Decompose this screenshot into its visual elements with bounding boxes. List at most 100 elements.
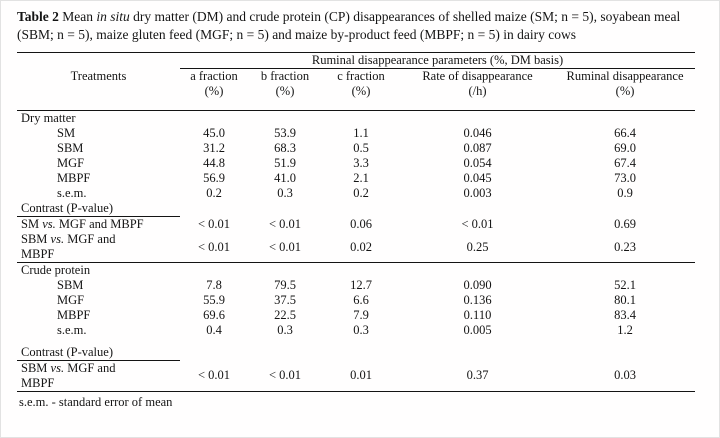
contrast-post: MGF and [64, 361, 116, 375]
value-c-fraction: 6.6 [353, 293, 369, 307]
table-row-sem: s.e.m. 0.4 0.3 0.3 0.005 1.2 [17, 323, 695, 338]
contrast-label-line2: MBPF [21, 247, 55, 261]
value-rate: 0.110 [463, 308, 492, 322]
value-b-fraction: 51.9 [274, 156, 296, 170]
treatment-label: s.e.m. [57, 323, 87, 337]
contrast-vs: vs. [50, 361, 65, 375]
value-a-fraction: 69.6 [203, 308, 225, 322]
value-a-fraction: 44.8 [203, 156, 225, 170]
spanner-header-row: Ruminal disappearance parameters (%, DM … [17, 52, 696, 69]
pvalue-a-fraction: < 0.01 [197, 239, 231, 254]
value-b-fraction: 79.5 [274, 278, 296, 292]
table-caption: Table 2 Mean in situ dry matter (DM) and… [17, 8, 709, 44]
contrast-header-label: Contrast (P-value) [17, 201, 180, 217]
contrast-header-row: Contrast (P-value) [17, 201, 695, 217]
table-row: MBPF 56.9 41.0 2.1 0.045 73.0 [17, 171, 695, 186]
table-footnote: s.e.m. - standard error of mean [19, 395, 173, 409]
col-header-unit: (%) [204, 84, 224, 98]
value-a-fraction: 31.2 [203, 141, 225, 155]
contrast-label-line1: SBM vs. MGF and [21, 361, 115, 375]
value-ruminal: 67.4 [614, 156, 636, 170]
treatment-label: SBM [57, 278, 84, 292]
col-header-label: b fraction [260, 69, 310, 83]
value-ruminal: 0.9 [617, 186, 633, 200]
value-a-fraction: 45.0 [203, 126, 225, 140]
treatment-label: SBM [57, 141, 84, 155]
contrast-header-empty [180, 345, 695, 361]
contrast-row: SM vs. MGF and MBPF < 0.01 < 0.01 0.06 <… [17, 217, 695, 233]
value-ruminal: 66.4 [614, 126, 636, 140]
value-rate: 0.054 [463, 156, 492, 170]
table-row-sem: s.e.m. 0.2 0.3 0.2 0.003 0.9 [17, 186, 695, 201]
col-header-label: c fraction [337, 69, 385, 83]
value-c-fraction: 0.3 [353, 323, 369, 337]
pvalue-rate: 0.25 [466, 239, 489, 254]
col-header-unit: (%) [275, 84, 295, 98]
value-ruminal: 52.1 [614, 278, 636, 292]
section-row-crude-protein: Crude protein [17, 262, 696, 278]
contrast-treatment-label: SBM vs. MGF and MBPF [17, 232, 180, 263]
col-header-label: Rate of disappearance [422, 69, 533, 83]
value-ruminal: 69.0 [614, 141, 636, 155]
col-header-label: Ruminal disappearance [566, 69, 684, 83]
treatment-label: MGF [57, 293, 85, 307]
contrast-label-line1: SBM vs. MGF and [21, 232, 115, 246]
col-header-label: a fraction [190, 69, 238, 83]
value-c-fraction: 0.2 [353, 186, 369, 200]
contrast-post: MGF and MBPF [55, 217, 144, 231]
col-header-a-fraction: a fraction (%) [180, 68, 248, 111]
value-rate: 0.136 [463, 293, 492, 307]
contrast-row: SBM vs. MGF and MBPF < 0.01 < 0.01 0.01 0… [17, 360, 696, 392]
value-c-fraction: 3.3 [353, 156, 369, 170]
pvalue-rate: < 0.01 [461, 216, 494, 231]
pvalue-a-fraction: < 0.01 [197, 216, 231, 231]
value-c-fraction: 2.1 [353, 171, 369, 185]
pvalue-c-fraction: 0.02 [350, 239, 372, 254]
pvalue-b-fraction: < 0.01 [268, 216, 302, 231]
value-b-fraction: 37.5 [274, 293, 296, 307]
value-b-fraction: 0.3 [277, 323, 293, 337]
col-header-rate: Rate of disappearance (/h) [400, 68, 555, 111]
value-a-fraction: 0.2 [206, 186, 222, 200]
section-row-dry-matter: Dry matter [17, 111, 695, 127]
value-rate: 0.087 [463, 141, 492, 155]
spanner-header: Ruminal disappearance parameters (%, DM … [180, 52, 696, 69]
pvalue-c-fraction: 0.06 [350, 216, 372, 231]
table-row: SM 45.0 53.9 1.1 0.046 66.4 [17, 126, 695, 141]
spacer-row [17, 338, 695, 345]
value-a-fraction: 55.9 [203, 293, 225, 307]
treatment-label: SM [57, 126, 76, 140]
value-rate: 0.046 [463, 126, 492, 140]
contrast-vs: vs. [50, 232, 65, 246]
table-row: MGF 44.8 51.9 3.3 0.054 67.4 [17, 156, 695, 171]
value-c-fraction: 1.1 [353, 126, 369, 140]
value-rate: 0.090 [463, 278, 492, 292]
section-label: Crude protein [17, 262, 696, 278]
contrast-header-empty [180, 201, 695, 217]
caption-italic-term: in situ [96, 9, 130, 24]
pvalue-ruminal: 0.69 [614, 216, 636, 231]
pvalue-ruminal: 0.23 [614, 239, 636, 254]
contrast-row: SBM vs. MGF and MBPF < 0.01 < 0.01 0.02 0… [17, 232, 695, 263]
col-header-ruminal: Ruminal disappearance (%) [555, 68, 696, 111]
value-b-fraction: 0.3 [277, 186, 293, 200]
contrast-treatment-label: SM vs. MGF and MBPF [17, 217, 180, 233]
section-label: Dry matter [21, 111, 76, 125]
value-c-fraction: 12.7 [350, 278, 372, 292]
col-header-unit: (%) [351, 84, 371, 98]
contrast-label-line2: MBPF [21, 376, 55, 390]
value-rate: 0.045 [463, 171, 492, 185]
value-rate: 0.005 [463, 323, 492, 337]
pvalue-c-fraction: 0.01 [322, 360, 400, 392]
pvalue-a-fraction: < 0.01 [180, 360, 248, 392]
pvalue-rate: 0.37 [400, 360, 555, 392]
treatment-label: s.e.m. [57, 186, 87, 200]
value-ruminal: 1.2 [617, 323, 633, 337]
table-row: SBM 31.2 68.3 0.5 0.087 69.0 [17, 141, 695, 156]
disappearance-table: Ruminal disappearance parameters (%, DM … [17, 52, 696, 392]
table-row: SBM 7.8 79.5 12.7 0.090 52.1 [17, 278, 695, 293]
table-row: MGF 55.9 37.5 6.6 0.136 80.1 [17, 293, 695, 308]
contrast-post: MGF and [64, 232, 116, 246]
col-header-b-fraction: b fraction (%) [248, 68, 322, 111]
